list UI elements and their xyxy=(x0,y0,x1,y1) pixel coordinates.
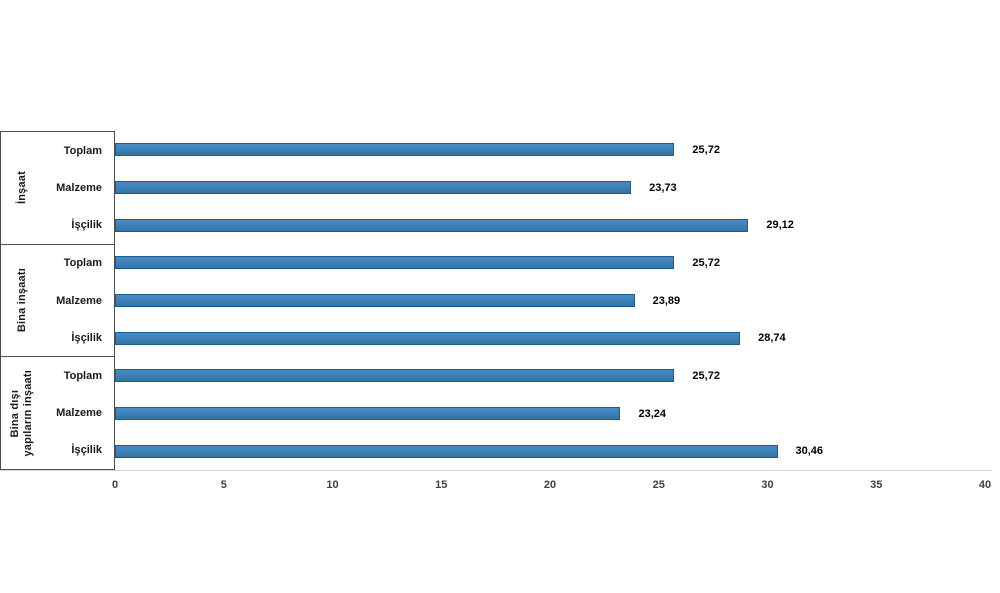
bar-row: 23,89 xyxy=(115,282,985,320)
value-label: 23,73 xyxy=(649,181,677,194)
category-axis-box: İnşaat Toplam Malzeme İşçilik Bina inşaa… xyxy=(0,131,115,470)
x-tick-label: 0 xyxy=(111,479,119,491)
x-axis-line xyxy=(0,470,992,471)
row-label: Malzeme xyxy=(56,181,102,194)
bar xyxy=(115,143,675,157)
bar xyxy=(115,256,675,270)
value-label: 25,72 xyxy=(692,256,720,269)
bar xyxy=(115,181,632,194)
bar-row: 23,73 xyxy=(115,169,985,207)
value-label: 25,72 xyxy=(692,143,720,156)
bar-row: 28,74 xyxy=(115,319,985,357)
bar-row: 25,72 xyxy=(115,244,985,282)
row-label: İşçilik xyxy=(71,444,102,457)
group-section-insaat: İnşaat Toplam Malzeme İşçilik xyxy=(1,132,114,245)
x-tick-label: 20 xyxy=(543,479,557,491)
group-section-bina-insaati: Bina inşaatı Toplam Malzeme İşçilik xyxy=(1,245,114,358)
bar xyxy=(115,218,749,232)
bar xyxy=(115,331,741,345)
x-tick-label: 25 xyxy=(652,479,665,491)
row-label: İşçilik xyxy=(71,219,102,232)
bar-row: 25,72 xyxy=(115,131,985,169)
value-label: 28,74 xyxy=(758,332,786,345)
value-label: 23,89 xyxy=(652,294,681,307)
row-label: Malzeme xyxy=(56,407,102,420)
bar xyxy=(115,407,621,421)
bar xyxy=(115,294,635,308)
row-label: Malzeme xyxy=(56,294,102,307)
bar-row: 23,24 xyxy=(115,395,985,433)
group-label: İnşaat xyxy=(15,171,28,205)
group-label: Bina dışı yapıların inşaatı xyxy=(9,369,34,457)
row-label: Toplam xyxy=(63,257,102,270)
group-label: Bina inşaatı xyxy=(15,268,28,333)
plot-area: 25,72 23,73 29,12 25,72 23,89 28,74 25,7… xyxy=(115,131,985,470)
value-label: 23,24 xyxy=(638,407,666,420)
row-label: Toplam xyxy=(63,369,102,382)
row-label: Toplam xyxy=(63,144,102,157)
bar-row: 25,72 xyxy=(115,357,985,395)
value-label: 25,72 xyxy=(692,369,720,382)
value-label: 29,12 xyxy=(766,219,794,232)
x-tick-label: 5 xyxy=(220,479,227,491)
bar xyxy=(115,369,675,383)
x-tick-label: 15 xyxy=(435,479,448,491)
bar-row: 30,46 xyxy=(115,432,985,470)
x-tick-label: 40 xyxy=(978,479,992,491)
x-tick-label: 35 xyxy=(870,479,883,491)
value-label: 30,46 xyxy=(795,445,824,458)
x-tick-label: 10 xyxy=(326,479,339,491)
group-section-bina-disi: Bina dışı yapıların inşaatı Toplam Malze… xyxy=(1,357,114,469)
bar-row: 29,12 xyxy=(115,206,985,244)
x-tick-label: 30 xyxy=(761,479,774,491)
x-axis-ticks: 0 5 10 15 20 25 30 35 40 xyxy=(111,479,991,495)
bar xyxy=(115,444,778,458)
row-label: İşçilik xyxy=(71,331,102,344)
